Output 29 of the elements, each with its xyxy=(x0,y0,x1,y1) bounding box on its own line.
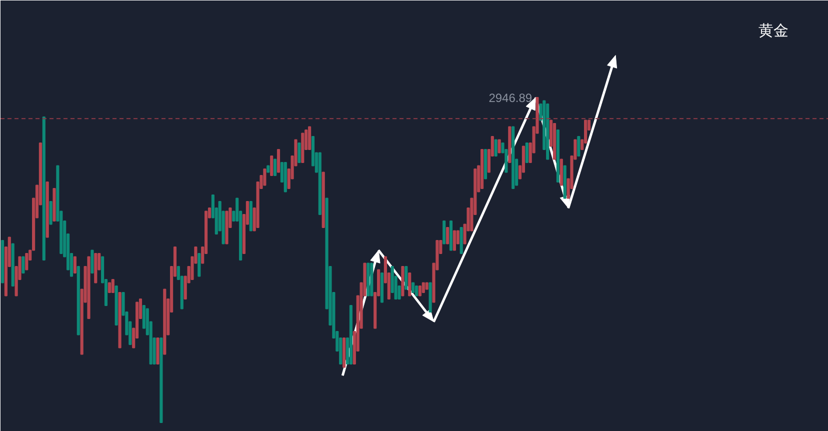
candlestick xyxy=(298,142,301,163)
candlestick xyxy=(276,149,280,173)
candlestick xyxy=(408,272,412,296)
candlestick xyxy=(525,142,528,163)
candlestick xyxy=(274,158,277,176)
candlestick xyxy=(404,266,408,290)
candlestick xyxy=(90,250,94,274)
candlestick xyxy=(111,279,114,293)
text: 黄金 xyxy=(758,22,788,40)
candlestick xyxy=(412,282,415,293)
candlestick xyxy=(577,136,580,156)
candlestick xyxy=(25,253,28,270)
candlestick xyxy=(49,201,52,225)
candlestick xyxy=(442,220,446,244)
candlestick xyxy=(270,156,274,176)
candlestick xyxy=(452,230,456,251)
candlestick xyxy=(308,126,312,150)
candlestick xyxy=(498,139,501,154)
candlestick xyxy=(198,253,201,277)
candlestick xyxy=(108,282,111,293)
annotation: 2946.89 xyxy=(488,91,532,105)
candlestick xyxy=(446,227,450,244)
candlestick xyxy=(422,282,425,293)
candlestick xyxy=(494,139,498,156)
candlestick xyxy=(414,286,418,296)
candlestick xyxy=(263,168,266,186)
candlestick xyxy=(73,256,76,274)
candlestick xyxy=(22,256,25,274)
candlestick xyxy=(418,286,422,296)
